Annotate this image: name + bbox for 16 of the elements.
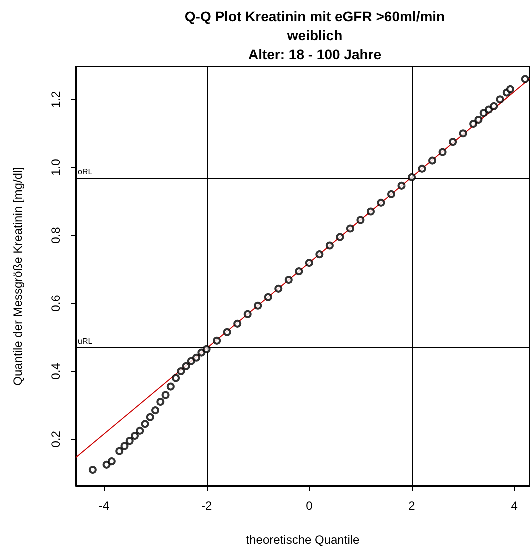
y-tick-label: 0.2 bbox=[49, 430, 63, 448]
x-tick-label: 2 bbox=[408, 499, 416, 513]
x-tick-label: -4 bbox=[98, 499, 110, 513]
chart-title: Q-Q Plot Kreatinin mit eGFR >60ml/min weiblich Alter: 18 - 100 Jahre bbox=[184, 8, 446, 62]
y-tick-label: 0.8 bbox=[49, 226, 63, 244]
ref-line-label: oRL bbox=[78, 167, 94, 176]
y-axis-title: Quantile der Messgröße Kreatinin [mg/dl] bbox=[11, 167, 25, 386]
y-tick-label: 0.6 bbox=[49, 294, 63, 312]
y-tick-label: 1.2 bbox=[49, 90, 63, 108]
y-tick-label: 1.0 bbox=[49, 158, 63, 176]
x-tick-label: -2 bbox=[201, 499, 212, 513]
ref-line-label: uRL bbox=[78, 337, 94, 346]
y-tick-label: 0.4 bbox=[49, 362, 63, 380]
x-axis-title: theoretische Quantile bbox=[246, 533, 360, 547]
x-tick-label: 0 bbox=[306, 499, 314, 513]
x-tick-label: 4 bbox=[511, 499, 518, 513]
